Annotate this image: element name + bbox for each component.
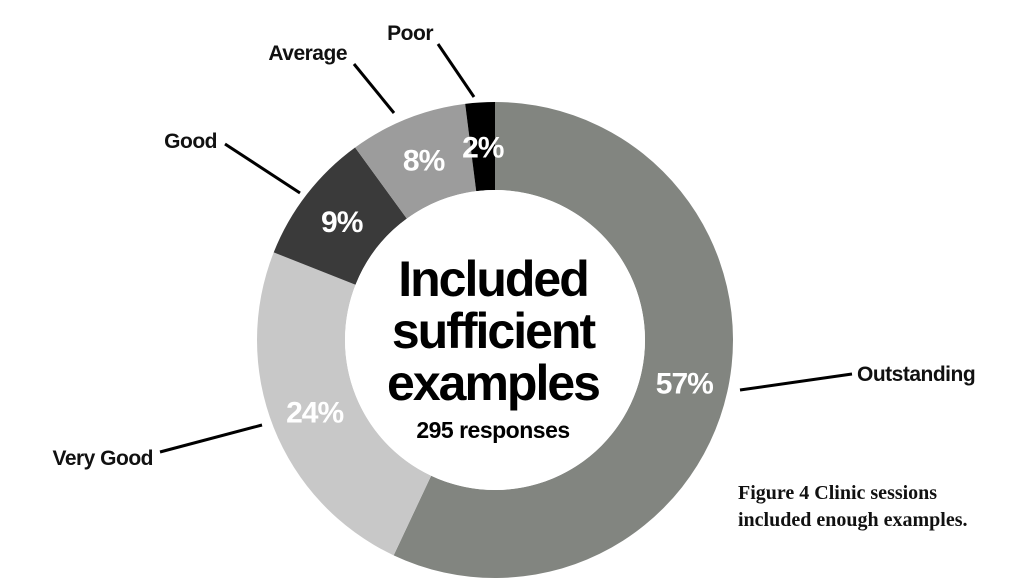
percent-label-poor: 2% [462,131,504,164]
leader-lines [159,43,853,454]
leader-line-poor [436,43,476,98]
center-subtitle: 295 responses [416,417,569,443]
percent-label-average: 8% [403,145,445,178]
figure-caption: Figure 4 Clinic sessions included enough… [738,480,967,534]
leader-line-very-good [159,423,263,454]
percent-label-good: 9% [321,206,363,239]
leader-line-outstanding [739,372,853,392]
slice-outstanding [393,102,734,578]
slice-good [273,147,407,285]
category-label-poor: Poor [387,22,433,45]
category-label-good: Good [164,130,217,153]
caption-line-2: included enough examples. [738,509,968,531]
percent-label-very-good: 24% [286,396,343,429]
category-label-outstanding: Outstanding [857,363,975,386]
category-label-very-good: Very Good [52,447,153,470]
donut-center-text: Included sufficient examples 295 respons… [387,251,601,443]
percent-labels: 57% 24% 9% 8% 2% [286,131,714,429]
center-title-line-3: examples [387,355,599,411]
category-label-average: Average [268,42,347,65]
category-labels: Outstanding Very Good Good Average Poor [52,22,975,470]
slice-very-good [257,252,432,556]
donut-hole [345,190,645,490]
leader-line-average [352,63,396,114]
center-title-line-1: Included [398,251,588,307]
slice-average [355,103,477,219]
leader-line-good [224,142,301,195]
caption-line-1: Figure 4 Clinic sessions [738,482,938,504]
slice-poor [465,102,495,192]
percent-label-outstanding: 57% [656,367,713,400]
donut-slices [257,102,734,578]
center-title-line-2: sufficient [392,303,597,359]
